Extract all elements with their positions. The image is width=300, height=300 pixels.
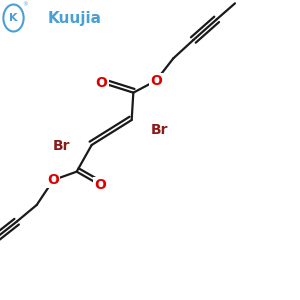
- Text: O: O: [96, 76, 108, 90]
- Text: O: O: [94, 178, 106, 192]
- Text: Br: Br: [151, 123, 169, 137]
- Text: Br: Br: [53, 139, 70, 153]
- Text: O: O: [150, 74, 162, 88]
- Text: O: O: [47, 173, 59, 187]
